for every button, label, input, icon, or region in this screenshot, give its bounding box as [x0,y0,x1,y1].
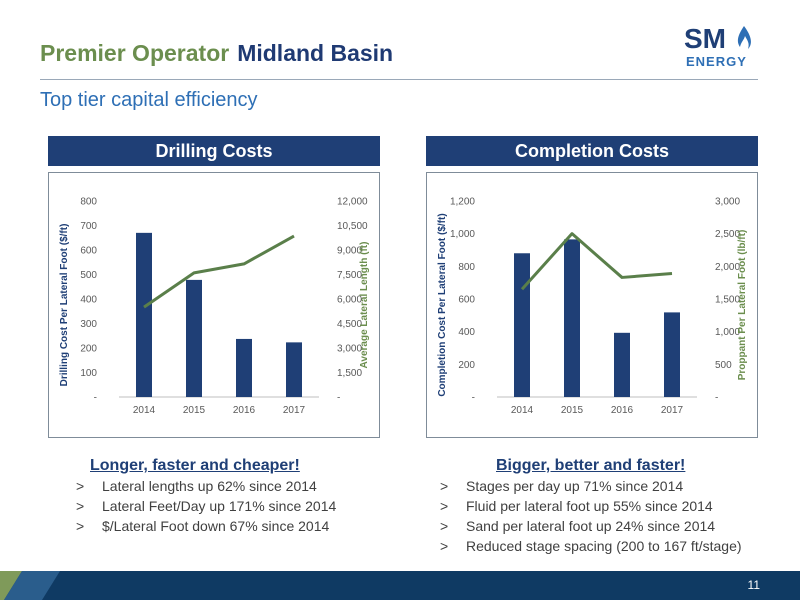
flame-icon [737,26,751,49]
y-tick-label-right: 4,500 [337,319,362,330]
x-tick-label: 2014 [511,405,534,416]
footer-background [0,571,800,600]
bullet-text: Sand per lateral foot up 24% since 2014 [466,518,716,534]
bullet-text: Lateral Feet/Day up 171% since 2014 [102,498,337,514]
x-tick-label: 2016 [233,405,256,416]
y-tick-label-left: 300 [80,319,97,330]
drilling-costs-chart: - 100 200 300 400 500 600 700 800 - 1,500 3,000 4,50… [48,172,380,438]
y-tick-label-right: 3,000 [337,344,362,355]
y-tick-label-right: 3,000 [715,197,740,208]
bullet-marker: > [76,518,85,534]
bullet-marker: > [440,538,449,554]
left-section-heading: Longer, faster and cheaper! [90,457,300,474]
bullet-text: Lateral lengths up 62% since 2014 [102,478,317,494]
title-part-1: Premier Operator [40,40,230,66]
completion-costs-banner: Completion Costs [426,136,758,166]
y-axis-title-left: Completion Cost Per Lateral Foot ($/ft) [437,213,448,396]
bar-2015 [564,239,580,397]
y-tick-label-right: 500 [715,360,732,371]
y-tick-label-right: 2,500 [715,229,740,240]
y-tick-label-left: 400 [458,327,475,338]
bar-2017 [286,342,302,397]
y-axis-title-right: Proppant Per Lateral Foot (lb/ft) [737,230,748,381]
bullet-text: Fluid per lateral foot up 55% since 2014 [466,498,713,514]
completion-costs-chart: - 200 400 600 800 1,000 1,200 - 500 1,000 1,500 2,0… [426,172,758,438]
list-item: > $/Lateral Foot down 67% since 2014 [76,516,336,536]
title-part-2: Midland Basin [237,40,394,66]
bullet-marker: > [440,518,449,534]
y-tick-label-left: - [472,393,475,404]
bar-2015 [186,279,202,397]
x-tick-label: 2016 [611,405,634,416]
y-tick-label-left: - [94,393,97,404]
bar-2014 [136,232,152,397]
y-tick-label-right: 7,500 [337,270,362,281]
bullet-marker: > [76,478,85,494]
y-tick-label-right: - [715,393,718,404]
bullet-text: Stages per day up 71% since 2014 [466,478,684,494]
y-tick-label-left: 800 [80,197,97,208]
y-tick-label-left: 800 [458,262,475,273]
x-tick-label: 2014 [133,405,156,416]
y-tick-label-right: 6,000 [337,295,362,306]
y-tick-label-left: 600 [458,295,475,306]
line-series [143,234,295,309]
y-tick-label-left: 1,000 [450,229,475,240]
list-item: > Lateral lengths up 62% since 2014 [76,476,336,496]
y-tick-label-right: 1,500 [715,295,740,306]
drilling-costs-banner: Drilling Costs [48,136,380,166]
page-number: 11 [747,578,760,592]
y-tick-label-left: 400 [80,295,97,306]
y-tick-label-left: 200 [80,344,97,355]
y-tick-label-left: 500 [80,270,97,281]
list-item: > Stages per day up 71% since 2014 [440,476,742,496]
x-tick-label: 2017 [283,405,306,416]
y-tick-label-left: 700 [80,221,97,232]
y-tick-label-left: 1,200 [450,197,475,208]
y-axis-title-left: Drilling Cost Per Lateral Foot ($/ft) [59,224,70,387]
footer-bar [0,571,800,600]
y-tick-label-right: 9,000 [337,246,362,257]
y-tick-label-right: 2,000 [715,262,740,273]
y-tick-label-left: 600 [80,246,97,257]
header-divider [40,79,758,80]
bullet-text: Reduced stage spacing (200 to 167 ft/sta… [466,538,742,554]
footer-accent-green [0,571,22,600]
x-tick-label: 2017 [661,405,684,416]
y-tick-label-right: 12,000 [337,197,368,208]
left-bullet-list: > Lateral lengths up 62% since 2014 > Late… [76,476,336,536]
x-tick-label: 2015 [561,405,584,416]
y-tick-label-left: 200 [458,360,475,371]
logo-text-bottom: ENERGY [686,54,747,69]
y-tick-label-left: 100 [80,368,97,379]
bar-2014 [514,253,530,397]
list-item: > Fluid per lateral foot up 55% since 201… [440,496,742,516]
right-bullet-list: > Stages per day up 71% since 2014 > Fluid… [440,476,742,556]
list-item: > Sand per lateral foot up 24% since 2014 [440,516,742,536]
bullet-marker: > [440,478,449,494]
y-tick-label-right: - [337,393,340,404]
bar-2016 [614,332,630,397]
page-title: Premier Operator Midland Basin [40,40,393,67]
sm-energy-logo: SM ENERGY [684,23,751,69]
footer-accent-blue [4,571,60,600]
line-series [520,232,673,291]
bullet-marker: > [440,498,449,514]
y-tick-label-right: 1,000 [715,327,740,338]
bar-2017 [664,312,680,397]
bullet-text: $/Lateral Foot down 67% since 2014 [102,518,330,534]
y-tick-label-right: 10,500 [337,221,368,232]
y-tick-label-right: 1,500 [337,368,362,379]
bullet-marker: > [76,498,85,514]
right-section-heading: Bigger, better and faster! [496,457,686,474]
list-item: > Reduced stage spacing (200 to 167 ft/st… [440,536,742,556]
bar-2016 [236,338,252,397]
list-item: > Lateral Feet/Day up 171% since 2014 [76,496,336,516]
y-axis-title-right: Average Lateral Length (ft) [359,242,370,369]
x-tick-label: 2015 [183,405,206,416]
page-subtitle: Top tier capital efficiency [40,89,258,111]
logo-text-top: SM [684,23,726,54]
